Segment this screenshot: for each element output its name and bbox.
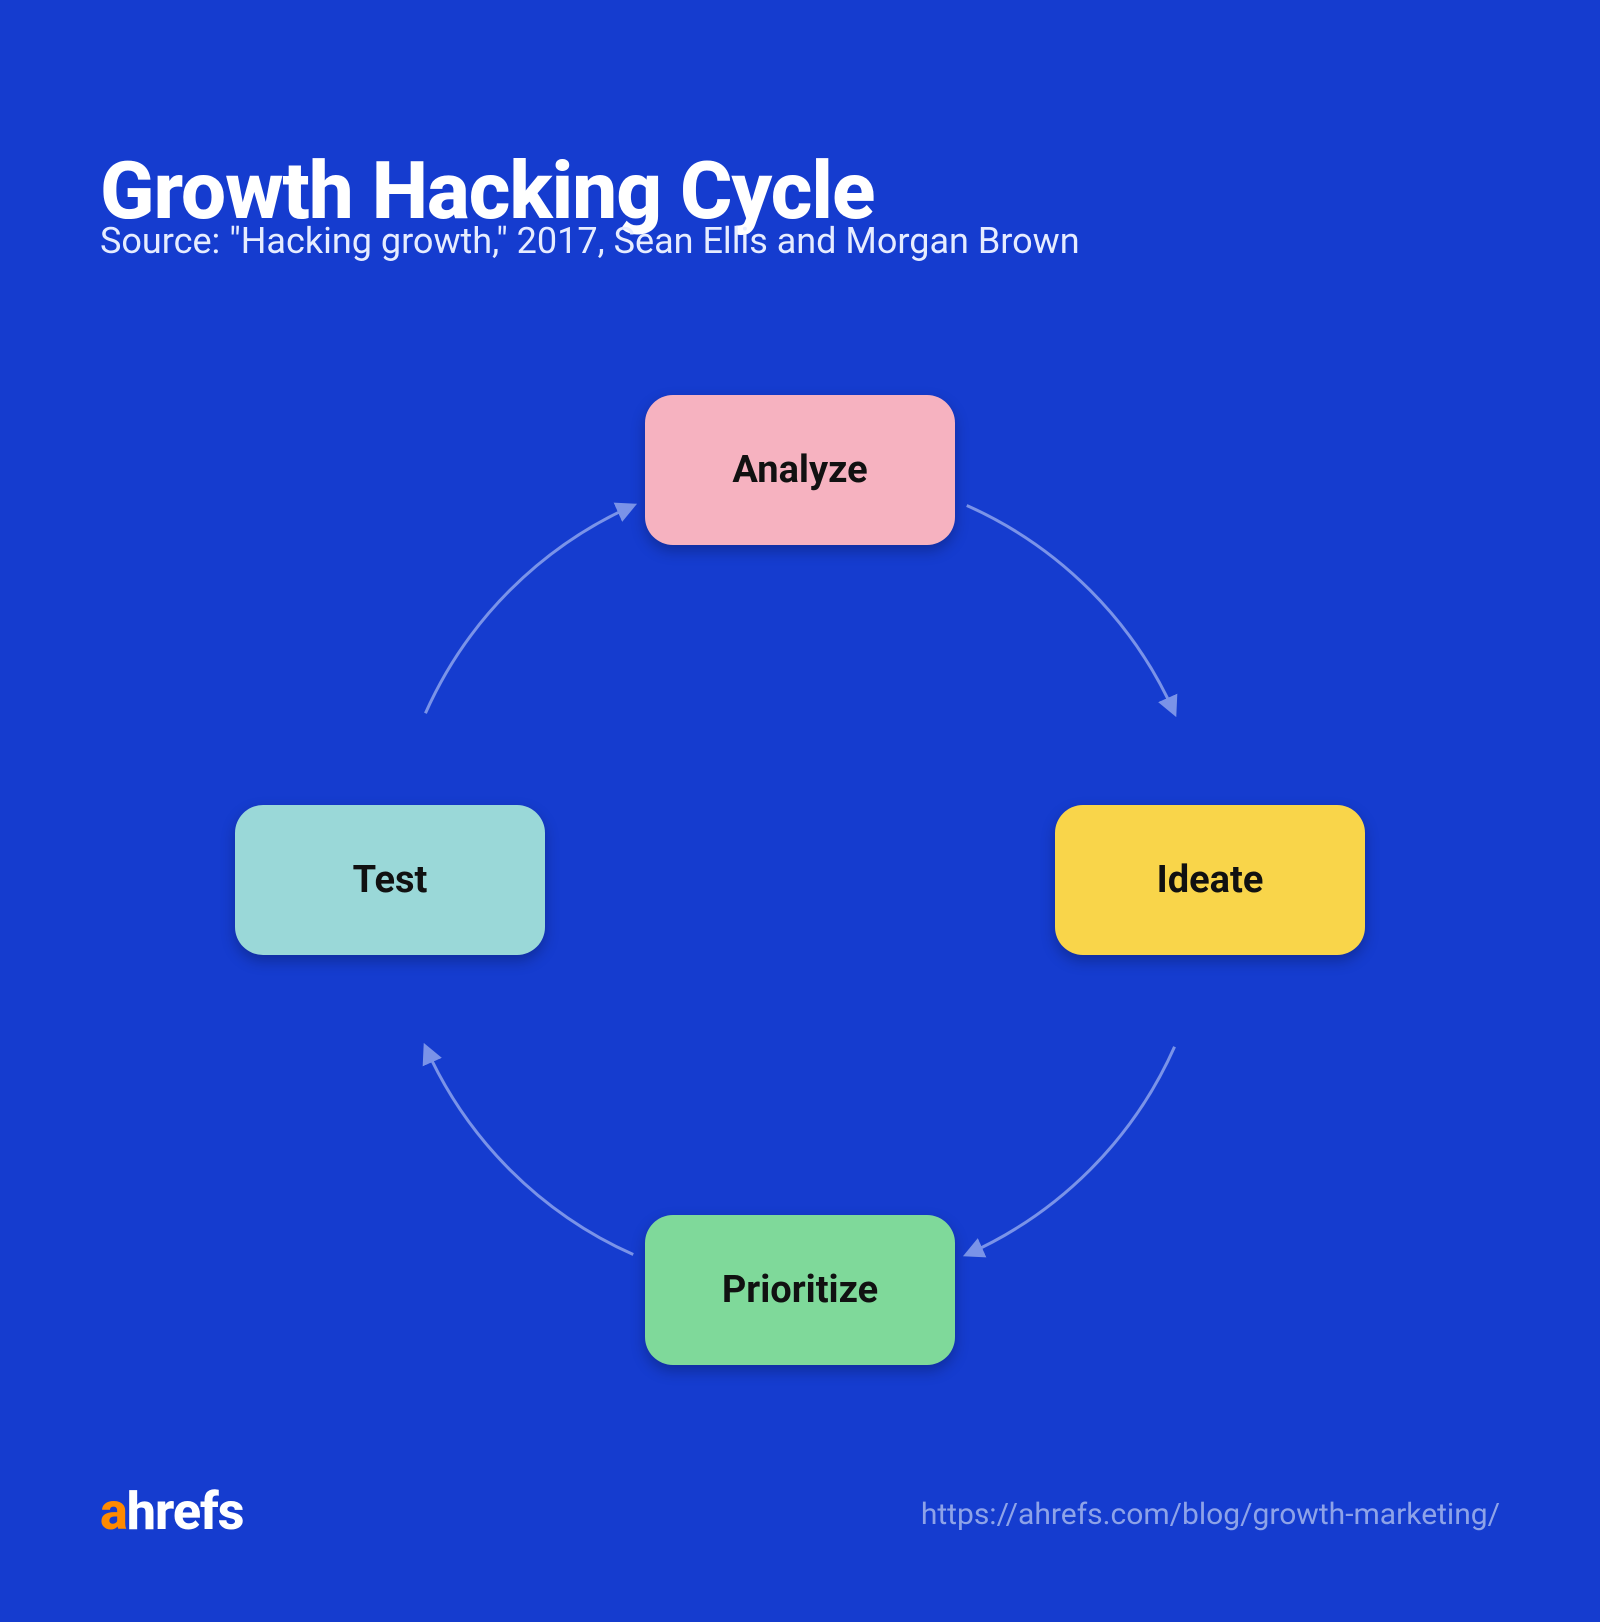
cycle-node-label: Test: [353, 858, 428, 902]
cycle-arc: [967, 1047, 1175, 1255]
cycle-node-test: Test: [235, 805, 545, 955]
cycle-arc: [967, 505, 1175, 713]
infographic-canvas: Growth Hacking Cycle Source: "Hacking gr…: [0, 0, 1600, 1622]
cycle-diagram: AnalyzeIdeatePrioritizeTest: [390, 470, 1210, 1290]
source-line: Source: "Hacking growth," 2017, Sean Ell…: [100, 220, 1080, 262]
cycle-node-label: Analyze: [732, 448, 867, 492]
footer-url: https://ahrefs.com/blog/growth-marketing…: [921, 1497, 1500, 1532]
cycle-node-analyze: Analyze: [645, 395, 955, 545]
logo-letter-a: a: [100, 1481, 127, 1542]
ahrefs-logo: ahrefs: [100, 1481, 243, 1542]
cycle-node-label: Ideate: [1157, 858, 1264, 902]
cycle-arc: [425, 1047, 633, 1255]
logo-rest: hrefs: [127, 1481, 244, 1542]
cycle-arc: [425, 505, 633, 713]
cycle-node-label: Prioritize: [722, 1268, 878, 1312]
cycle-node-prioritize: Prioritize: [645, 1215, 955, 1365]
cycle-node-ideate: Ideate: [1055, 805, 1365, 955]
